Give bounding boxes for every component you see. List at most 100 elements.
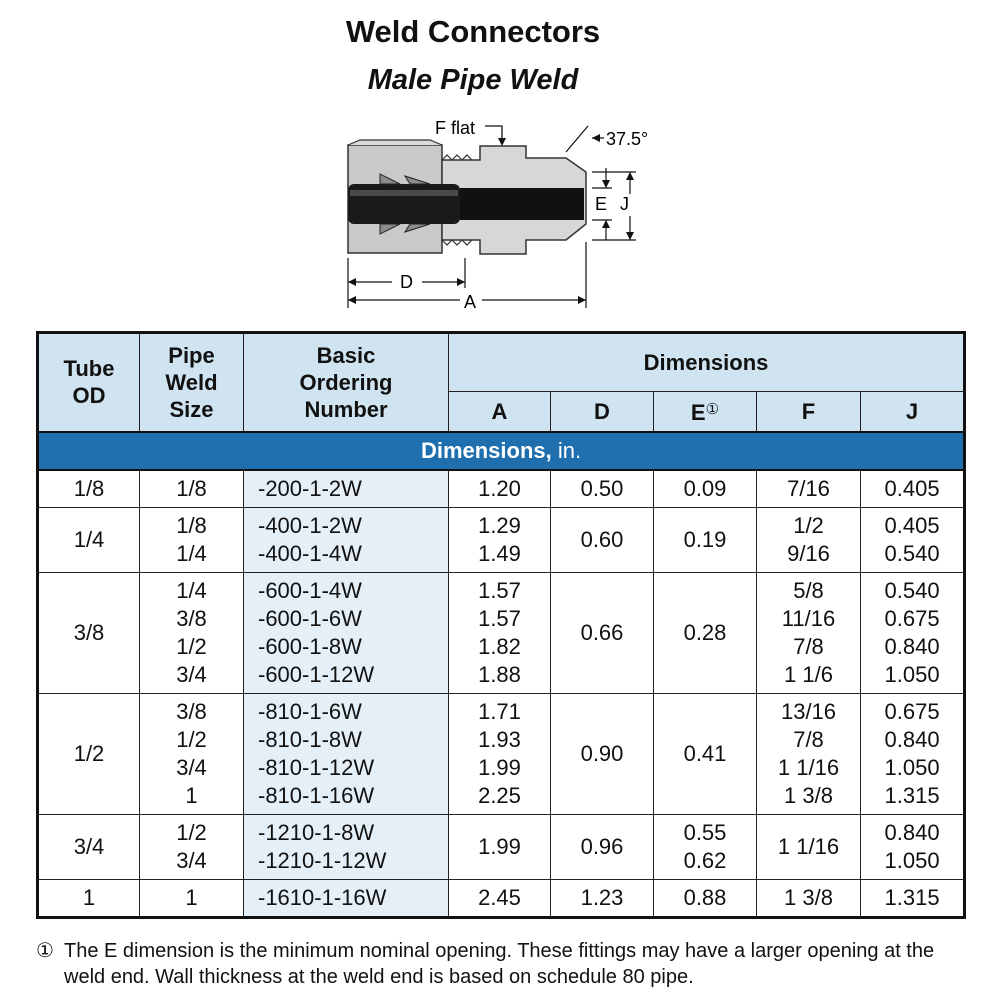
page-title: Weld Connectors xyxy=(345,14,601,49)
cell-d: 0.50 xyxy=(550,469,654,508)
header-j: J xyxy=(859,391,966,432)
cell-e-value: 0.62 xyxy=(683,847,727,873)
cell-ordering-number: -1610-1-16W xyxy=(243,878,449,918)
a-dimension-line xyxy=(348,242,587,308)
cell-e-value: 0.88 xyxy=(683,884,727,910)
cell-pipe-weld-size: 1/8 1/4 xyxy=(139,506,244,573)
cell-f-value: 1 3/8 xyxy=(784,884,833,910)
cell-f-value: 1 1/16 xyxy=(777,754,840,780)
cell-ordering-number-value: -400-1-2W xyxy=(258,512,362,538)
cell-d: 1.23 xyxy=(550,878,654,918)
cell-e-value: 0.55 xyxy=(683,819,727,845)
cell-pipe-weld-size-value: 1/4 xyxy=(176,577,207,603)
cell-j: 0.840 1.050 xyxy=(859,813,966,880)
cell-d: 0.60 xyxy=(550,506,654,573)
header-basic-ordering-number: Basic Ordering Number xyxy=(243,332,449,432)
cell-pipe-weld-size-value: 3/8 xyxy=(176,605,207,631)
cell-a-value: 1.57 xyxy=(478,577,521,603)
cell-ordering-number-value: -1210-1-12W xyxy=(258,847,387,873)
cell-ordering-number-value: -1610-1-16W xyxy=(258,884,387,910)
cell-f-value: 9/16 xyxy=(787,540,830,566)
cell-pipe-weld-size-value: 3/4 xyxy=(176,754,207,780)
label-j: J xyxy=(620,194,629,214)
cell-d-value: 0.50 xyxy=(580,475,624,501)
cell-e: 0.28 xyxy=(653,571,757,694)
cell-d-value: 0.90 xyxy=(580,740,624,766)
footnote-text: The E dimension is the minimum nominal o… xyxy=(64,940,935,988)
cell-ordering-number-value: -600-1-6W xyxy=(258,605,362,631)
cell-ordering-number-value: -400-1-4W xyxy=(258,540,362,566)
cell-j: 0.405 xyxy=(859,469,966,508)
cell-f-value: 1/2 xyxy=(793,512,824,538)
tube-highlight xyxy=(350,190,458,196)
cell-f: 5/8 11/16 7/8 1 1/6 xyxy=(756,571,861,694)
cell-j-value: 0.840 xyxy=(884,633,940,659)
cell-a: 1.57 1.57 1.82 1.88 xyxy=(448,571,551,694)
cell-e-value: 0.09 xyxy=(683,475,727,501)
table-row: 3/8 1/4 3/8 1/2 3/4 -600-1-4W -600-1-6W -600-1-… xyxy=(37,571,966,694)
cell-j-value: 0.540 xyxy=(884,540,940,566)
cell-e: 0.88 xyxy=(653,878,757,918)
cell-a-value: 1.88 xyxy=(478,661,521,687)
cell-pipe-weld-size-value: 1/8 xyxy=(176,475,207,501)
cell-f-value: 7/8 xyxy=(793,633,824,659)
cell-f: 1/2 9/16 xyxy=(756,506,861,573)
cell-e: 0.55 0.62 xyxy=(653,813,757,880)
cell-d-value: 0.60 xyxy=(580,526,624,552)
cell-pipe-weld-size: 1/4 3/8 1/2 3/4 xyxy=(139,571,244,694)
cell-ordering-number: -810-1-6W -810-1-8W -810-1-12W -810-1-16W xyxy=(243,692,449,815)
header-pipe-weld-size: Pipe Weld Size xyxy=(139,332,244,432)
cell-ordering-number-value: -810-1-12W xyxy=(258,754,375,780)
unit-row-unit: in. xyxy=(557,438,582,463)
footnote-mark: ① xyxy=(36,940,54,962)
cell-j-value: 1.050 xyxy=(884,847,940,873)
cell-f: 1 1/16 xyxy=(756,813,861,880)
cell-j-value: 0.840 xyxy=(884,726,940,752)
header-d: D xyxy=(550,391,654,432)
cell-ordering-number-value: -600-1-4W xyxy=(258,577,362,603)
cell-j: 0.540 0.675 0.840 1.050 xyxy=(859,571,966,694)
cell-pipe-weld-size-value: 1/2 xyxy=(176,726,207,752)
cell-pipe-weld-size-value: 1/8 xyxy=(176,512,207,538)
header-f: F xyxy=(756,391,861,432)
cell-a: 1.71 1.93 1.99 2.25 xyxy=(448,692,551,815)
cell-pipe-weld-size-value: 3/8 xyxy=(176,698,207,724)
cell-a: 2.45 xyxy=(448,878,551,918)
e-dimension-line xyxy=(592,168,612,240)
table-row: 3/4 1/2 3/4 -1210-1-8W -1210-1-12W 1.99 0.96 0.… xyxy=(37,813,966,880)
nut-end xyxy=(347,139,443,146)
header-a: A xyxy=(448,391,551,432)
cell-j-value: 0.675 xyxy=(884,698,940,724)
cell-a-value: 2.45 xyxy=(478,884,521,910)
cell-f-value: 7/8 xyxy=(793,726,824,752)
cell-a: 1.29 1.49 xyxy=(448,506,551,573)
cell-tube-od: 1/4 xyxy=(37,506,140,573)
cell-j: 1.315 xyxy=(859,878,966,918)
cell-ordering-number: -400-1-2W -400-1-4W xyxy=(243,506,449,573)
cell-a: 1.20 xyxy=(448,469,551,508)
cell-tube-od: 1/8 xyxy=(37,469,140,508)
f-flat-leader xyxy=(485,125,503,144)
label-angle: 37.5° xyxy=(606,129,648,149)
cell-ordering-number-value: -810-1-8W xyxy=(258,726,362,752)
cell-d: 0.66 xyxy=(550,571,654,694)
cell-pipe-weld-size-value: 3/4 xyxy=(176,661,207,687)
unit-row: Dimensions, in. xyxy=(36,430,966,471)
cell-e-value: 0.28 xyxy=(683,619,727,645)
cell-e-value: 0.19 xyxy=(683,526,727,552)
cell-ordering-number-value: -810-1-16W xyxy=(258,782,375,808)
cell-j-value: 1.315 xyxy=(884,884,940,910)
cell-f: 1 3/8 xyxy=(756,878,861,918)
cell-f-value: 5/8 xyxy=(793,577,824,603)
cell-ordering-number-value: -600-1-12W xyxy=(258,661,375,687)
cell-j-value: 0.540 xyxy=(884,577,940,603)
header-e: E① xyxy=(653,391,757,432)
cell-tube-od: 3/8 xyxy=(37,571,140,694)
cell-d-value: 1.23 xyxy=(580,884,624,910)
cell-a-value: 1.20 xyxy=(478,475,521,501)
cell-f-value: 7/16 xyxy=(787,475,830,501)
thread-marks xyxy=(441,154,473,246)
cell-j-value: 1.315 xyxy=(884,782,940,808)
cell-f: 7/16 xyxy=(756,469,861,508)
table-row: 1/8 1/8 -200-1-2W 1.20 0.50 0.09 7/16 0.405 xyxy=(37,469,966,508)
